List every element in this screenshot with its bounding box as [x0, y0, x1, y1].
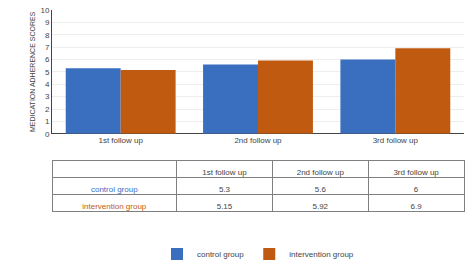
svg-text:10: 10: [40, 6, 49, 15]
svg-text:1st follow up: 1st follow up: [202, 168, 247, 177]
svg-text:MEDICATION ADHERENCE SCORES: MEDICATION ADHERENCE SCORES: [29, 11, 36, 132]
svg-text:1: 1: [45, 117, 50, 126]
svg-text:3rd follow up: 3rd follow up: [393, 168, 439, 177]
svg-text:7: 7: [45, 43, 50, 52]
svg-text:6.9: 6.9: [411, 202, 423, 211]
svg-text:2: 2: [45, 105, 50, 114]
svg-text:9: 9: [45, 18, 50, 27]
svg-text:6: 6: [414, 185, 419, 194]
svg-text:5.3: 5.3: [219, 185, 231, 194]
svg-text:2nd follow up: 2nd follow up: [234, 136, 282, 145]
svg-text:4: 4: [45, 80, 50, 89]
svg-text:5.15: 5.15: [217, 202, 233, 211]
svg-text:control group: control group: [91, 185, 138, 194]
svg-text:5.6: 5.6: [315, 185, 327, 194]
svg-text:control group: control group: [197, 250, 244, 259]
svg-text:0: 0: [45, 130, 50, 139]
svg-text:intervention group: intervention group: [289, 250, 354, 259]
svg-text:3rd follow up: 3rd follow up: [373, 136, 419, 145]
svg-text:5.92: 5.92: [312, 202, 328, 211]
svg-text:5: 5: [45, 68, 50, 77]
svg-text:6: 6: [45, 55, 50, 64]
svg-text:intervention group: intervention group: [82, 202, 147, 211]
svg-text:3: 3: [45, 92, 50, 101]
svg-text:8: 8: [45, 31, 50, 40]
svg-text:2nd follow up: 2nd follow up: [297, 168, 345, 177]
svg-text:1st follow up: 1st follow up: [98, 136, 143, 145]
